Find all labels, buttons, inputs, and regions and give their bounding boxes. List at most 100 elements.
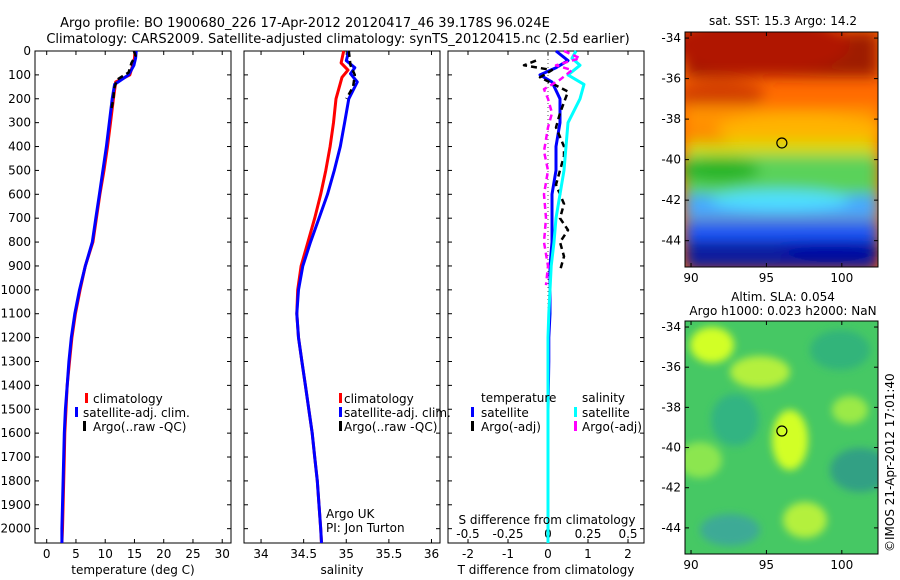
y-tick-label: 900 — [8, 259, 31, 273]
map-y-tick-label: -34 — [661, 31, 681, 45]
y-tick-label: 500 — [8, 163, 31, 177]
x-axis-label: temperature (deg C) — [71, 563, 194, 577]
salinity-annotation-line1: Argo UK — [326, 507, 375, 521]
x-tick-label: 34 — [253, 547, 268, 561]
y-tick-label: 700 — [8, 211, 31, 225]
map-x-tick-label: 90 — [683, 558, 698, 572]
y-tick-label: 1900 — [0, 498, 31, 512]
s-diff-tick-label: -0.5 — [456, 527, 479, 541]
map-y-tick-label: -44 — [661, 521, 681, 535]
map-x-tick-label: 90 — [683, 271, 698, 285]
y-tick-label: 1500 — [0, 402, 31, 416]
legend-label-climatology: climatology — [93, 392, 163, 406]
plot-frame — [447, 50, 645, 544]
x-tick-label: -2 — [462, 547, 474, 561]
difference-profile-panel: -2 -1 0 1 2-0.5 -0.25 0 0.25 0.5T difference fro… — [447, 49, 645, 577]
series-line — [522, 59, 570, 272]
y-tick-label: 400 — [8, 140, 31, 154]
legend-swatch-temp-argo — [471, 421, 474, 431]
y-tick-label: 1000 — [0, 283, 31, 297]
y-tick-label: 0 — [23, 44, 31, 58]
sla-map-title-line2: Argo h1000: 0.023 h2000: NaN — [689, 304, 876, 318]
legend-swatch-satellite-adj — [75, 407, 78, 417]
map-y-tick-label: -38 — [661, 400, 681, 414]
sla-map-title-line1: Altim. SLA: 0.054 — [731, 290, 835, 304]
x-tick-label: 1 — [584, 547, 592, 561]
x-tick-label: 35 — [339, 547, 354, 561]
x-axis-label: salinity — [320, 563, 363, 577]
legend-swatch-satellite-adj — [339, 407, 342, 417]
x-tick-label: 20 — [156, 547, 171, 561]
s-diff-tick-label: 0.25 — [575, 527, 602, 541]
figure-title-line1: Argo profile: BO 1900680_226 17-Apr-2012… — [60, 16, 550, 31]
legend-swatch-temp-satellite — [471, 407, 474, 417]
temperature-profile-panel: 0100200300400500600700800900100011001200… — [0, 44, 232, 577]
y-tick-label: 300 — [8, 116, 31, 130]
sla-field — [685, 321, 878, 554]
map-x-tick-label: 95 — [759, 271, 774, 285]
sst-field — [685, 32, 878, 267]
map-frame — [684, 320, 879, 555]
x-tick-label: 34.5 — [290, 547, 317, 561]
legend-label-temp-satellite: satellite — [481, 406, 529, 420]
series-line — [542, 49, 582, 286]
x-tick-label: 15 — [127, 547, 142, 561]
sst-map-title: sat. SST: 15.3 Argo: 14.2 — [709, 14, 857, 28]
legend-label-argo: Argo(..raw -QC) — [344, 420, 437, 434]
series-line — [295, 50, 359, 544]
map-y-tick-label: -36 — [661, 360, 681, 374]
x-tick-label: 30 — [215, 547, 230, 561]
legend-swatch-argo — [83, 421, 86, 431]
legend-label-satellite-adj: satellite-adj. clim. — [83, 406, 190, 420]
x-tick-label: 36 — [424, 547, 439, 561]
series-line — [109, 50, 137, 111]
y-tick-label: 1700 — [0, 450, 31, 464]
s-diff-tick-label: 0.5 — [618, 527, 637, 541]
plot-frame — [243, 50, 441, 544]
y-tick-label: 200 — [8, 92, 31, 106]
legend-label-satellite-adj: satellite-adj. clim. — [344, 406, 451, 420]
map-x-tick-label: 100 — [830, 558, 853, 572]
x-tick-label: 25 — [185, 547, 200, 561]
y-tick-label: 1800 — [0, 474, 31, 488]
sla-map: -34 -36 -38 -40 -42 -44 90 95 100 — [661, 320, 879, 572]
s-diff-tick-label: -0.25 — [492, 527, 523, 541]
x-tick-label: 10 — [98, 547, 113, 561]
difference-legend: temperature salinity satellite Argo(-adj… — [471, 391, 642, 434]
x-tick-label: 35.5 — [376, 547, 403, 561]
legend-swatch-argo — [339, 421, 342, 431]
salinity-profile-panel: 34 34.5 35 35.5 36 salinity — [243, 50, 441, 577]
legend-swatch-sal-argo — [574, 421, 577, 431]
map-y-tick-label: -36 — [661, 72, 681, 86]
map-x-tick-label: 100 — [830, 271, 853, 285]
figure-title-line2: Climatology: CARS2009. Satellite-adjuste… — [46, 32, 629, 47]
y-tick-label: 1300 — [0, 354, 31, 368]
y-tick-label: 100 — [8, 68, 31, 82]
y-tick-label: 2000 — [0, 522, 31, 536]
imos-credit: ©IMOS 21-Apr-2012 17:01:40 — [883, 373, 897, 552]
series-line — [345, 50, 357, 100]
map-x-tick-label: 95 — [759, 558, 774, 572]
legend-swatch-climatology — [85, 393, 88, 403]
y-tick-label: 800 — [8, 235, 31, 249]
sst-map: -34 -36 -38 -40 -42 -44 90 95 100 — [661, 31, 879, 285]
legend-swatch-climatology — [339, 393, 342, 403]
map-y-tick-label: -38 — [661, 112, 681, 126]
legend-title-salinity: salinity — [582, 391, 625, 405]
legend-title-temperature: temperature — [481, 391, 556, 405]
salinity-annotation-line2: PI: Jon Turton — [326, 521, 405, 535]
difference-top-xlabel: S difference from climatology — [459, 513, 636, 527]
legend-label-temp-argo: Argo(-adj) — [481, 420, 541, 434]
legend-label-argo: Argo(..raw -QC) — [93, 420, 186, 434]
x-tick-label: 5 — [72, 547, 80, 561]
map-y-tick-label: -40 — [661, 441, 681, 455]
salinity-legend: climatology satellite-adj. clim. Argo(..… — [339, 392, 451, 434]
legend-label-sal-satellite: satellite — [582, 406, 630, 420]
map-y-tick-label: -40 — [661, 153, 681, 167]
argo-position-marker — [776, 425, 788, 437]
x-tick-label: -1 — [502, 547, 514, 561]
y-tick-label: 1200 — [0, 331, 31, 345]
map-y-tick-label: -34 — [661, 320, 681, 334]
y-tick-label: 600 — [8, 187, 31, 201]
